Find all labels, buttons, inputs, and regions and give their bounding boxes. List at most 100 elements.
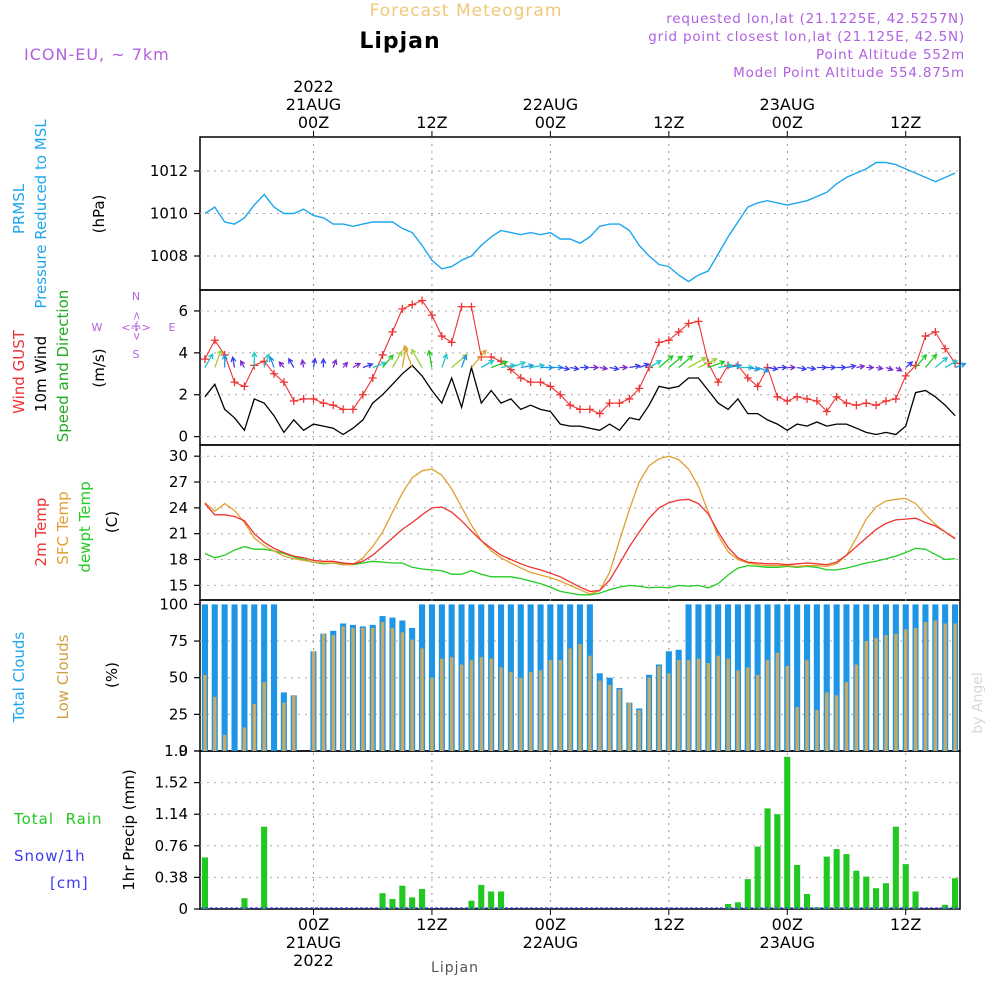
wind-gust-marker	[625, 394, 634, 403]
rain-bar	[744, 879, 751, 909]
wind-gust-marker	[457, 302, 466, 311]
rain-bar	[902, 864, 909, 909]
wind-direction-arrow	[382, 354, 394, 368]
wind-unit: (m/s)	[90, 348, 108, 387]
low-clouds-label: Low Clouds	[54, 634, 72, 719]
wind-gust-marker	[378, 350, 387, 359]
wind-gust-marker	[773, 392, 782, 401]
wind-direction-arrow	[441, 353, 449, 368]
low-cloud-bar	[923, 622, 928, 751]
low-cloud-bar	[854, 664, 859, 751]
wind-gust-marker	[743, 373, 752, 382]
low-cloud-bar	[341, 626, 345, 751]
low-cloud-bar	[282, 702, 286, 751]
rain-bar	[419, 889, 426, 909]
temp-dewpt-label: dewpt Temp	[76, 481, 94, 572]
grid-lines	[200, 137, 960, 909]
wind-gust-marker	[240, 382, 249, 391]
low-cloud-bar	[568, 648, 572, 751]
low-cloud-bar	[913, 627, 918, 751]
low-cloud-bar	[834, 695, 839, 751]
wind-gust-line	[204, 299, 956, 415]
rain-bar	[794, 864, 801, 909]
rain-bar	[764, 808, 771, 909]
compass-rose: N <-I-> W E <-I-> S	[92, 290, 176, 361]
bottom-time-label: 12Z	[890, 915, 921, 934]
wind-gust-marker	[368, 373, 377, 382]
wind-gust-marker	[516, 373, 525, 382]
total-cloud-bar	[211, 604, 218, 751]
wind-direction-arrow	[342, 361, 349, 368]
precip-labels: Total Rain Snow/1h [cm] 1hr Precip (mm)	[13, 769, 138, 892]
wind-direction-arrow	[480, 359, 495, 369]
wind-direction-arrow	[619, 364, 629, 371]
wind-gust-marker	[339, 405, 348, 414]
wind-direction-arrow	[510, 360, 527, 369]
low-cloud-bar	[874, 638, 878, 751]
wind-gust-marker	[299, 394, 308, 403]
rain-bar	[468, 900, 475, 909]
total-cloud-bar	[231, 604, 238, 751]
wind-gust-marker	[862, 399, 871, 408]
low-cloud-bar	[548, 660, 553, 751]
rain-bar	[863, 876, 870, 909]
temp-labels: 2m Temp SFC Temp dewpt Temp (C)	[32, 481, 121, 572]
top-time-label: 21AUG	[286, 95, 341, 114]
low-cloud-bar	[390, 627, 395, 751]
y-tick-label: 30	[169, 447, 188, 465]
wind-gust-marker	[398, 304, 407, 313]
footer-location: Lipjan	[431, 960, 479, 976]
low-cloud-bar	[499, 667, 503, 751]
rain-bar	[912, 891, 919, 909]
bottom-time-label: 12Z	[416, 915, 447, 934]
wind-gust-marker	[230, 378, 239, 387]
wind-gust-label: Wind GUST	[10, 329, 28, 414]
wind-direction-arrow	[311, 357, 318, 368]
wind-gust-marker	[536, 378, 545, 387]
wind-direction-arrow	[954, 362, 967, 369]
y-tick-label: 0	[178, 742, 188, 760]
total-clouds-label: Total Clouds	[10, 632, 28, 724]
sfc-temp-line	[204, 455, 956, 595]
rain-bar	[725, 904, 732, 909]
compass-n: N	[132, 290, 140, 303]
low-cloud-bar	[864, 641, 868, 751]
wind-direction-arrow	[678, 355, 694, 368]
low-cloud-bar	[667, 673, 671, 751]
low-cloud-bar	[311, 651, 316, 751]
wind-direction-arrow	[658, 355, 674, 368]
low-cloud-bar	[943, 623, 947, 751]
wind-direction-arrow	[826, 364, 837, 371]
low-cloud-bar	[805, 660, 809, 751]
total-cloud-bar	[221, 604, 228, 751]
total-rain-label: Total Rain	[13, 810, 103, 828]
wind-direction-arrow	[470, 349, 487, 368]
low-cloud-bar	[588, 655, 592, 751]
y-tick-label: 15	[169, 576, 188, 594]
wind-direction-arrow	[520, 363, 535, 370]
wind-gust-marker	[566, 401, 575, 410]
low-cloud-bar	[430, 677, 434, 751]
top-time-label: 2022	[293, 77, 334, 96]
wind-gust-marker	[812, 397, 821, 406]
clouds-layer	[201, 604, 959, 751]
prmsl-label: PRMSL	[10, 183, 28, 234]
bottom-time-label: 22AUG	[523, 933, 578, 952]
rain-bar	[892, 826, 899, 909]
wind-direction-arrow	[599, 365, 609, 372]
wind-gust-marker	[842, 399, 851, 408]
low-cloud-bar	[825, 692, 829, 751]
low-cloud-bar	[331, 635, 335, 751]
wind-direction-arrow	[866, 364, 875, 371]
wind-gust-marker	[418, 296, 427, 305]
top-time-label: 00Z	[298, 113, 329, 132]
low-cloud-bar	[469, 660, 474, 751]
wind-direction-arrow	[580, 364, 590, 371]
wind-direction-arrow	[885, 365, 894, 372]
low-cloud-bar	[203, 674, 207, 751]
wind-direction-arrow	[727, 363, 742, 370]
pressure-unit: (hPa)	[90, 195, 108, 234]
rain-bar	[409, 897, 416, 909]
wind-gust-marker	[585, 405, 594, 414]
